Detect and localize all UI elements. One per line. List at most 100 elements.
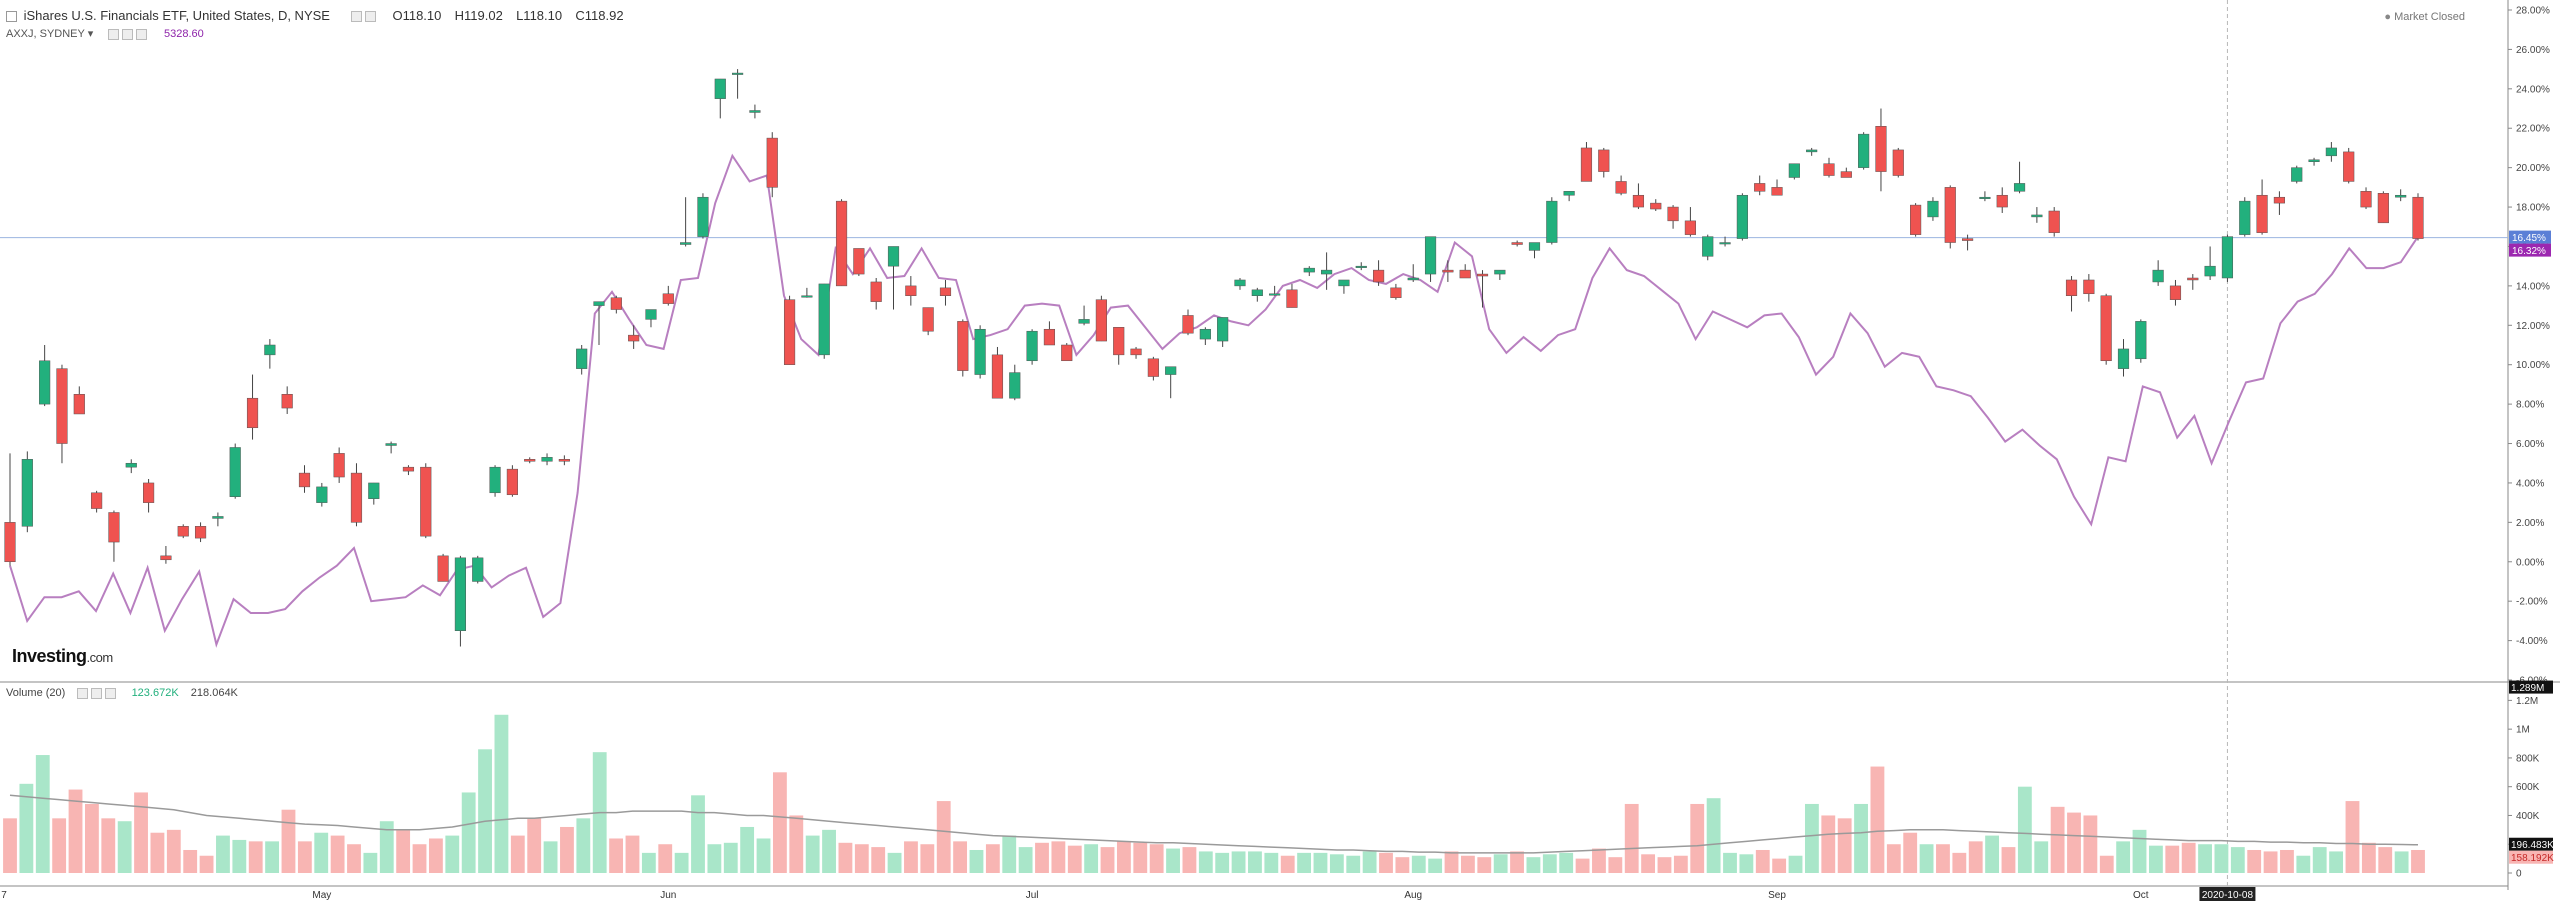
x-crosshair-label-box	[2199, 887, 2256, 901]
candle-body	[2065, 279, 2078, 296]
compare-settings-icon[interactable]	[121, 28, 133, 40]
candle-body	[2343, 151, 2355, 182]
volume-bar	[1755, 849, 1770, 873]
volume-bar	[2132, 829, 2147, 873]
volume-bar	[101, 818, 116, 873]
volume-bar	[1460, 855, 1475, 873]
volume-bar	[756, 838, 771, 873]
candle-body	[21, 459, 33, 527]
volume-bar	[1231, 851, 1246, 873]
candle-body	[1303, 267, 1315, 273]
candle-body	[2117, 348, 2130, 369]
candle-body	[2083, 279, 2095, 295]
volume-bar	[510, 835, 525, 873]
volume-hide-icon[interactable]	[77, 687, 89, 699]
volume-bar	[1215, 852, 1230, 873]
candle-body	[39, 360, 51, 405]
candle-body	[1182, 315, 1194, 334]
candle-body	[91, 492, 103, 509]
volume-settings-icon[interactable]	[91, 687, 103, 699]
y-tick-label: -2.00%	[2516, 597, 2548, 608]
volume-bar	[527, 818, 542, 873]
logo-suffix: .com	[86, 650, 114, 665]
volume-bar	[1772, 858, 1787, 873]
volume-bar	[494, 714, 509, 873]
volume-bar	[1804, 803, 1819, 873]
volume-bar	[2116, 841, 2131, 873]
y-tick-label: 28.00%	[2516, 6, 2550, 17]
vol-tick-label: 1.2M	[2516, 696, 2538, 707]
settings-icon[interactable]	[365, 11, 377, 23]
volume-bar	[35, 755, 50, 873]
compare-remove-icon[interactable]	[135, 28, 147, 40]
volume-bar	[1051, 841, 1066, 873]
candle-body	[4, 522, 16, 563]
candle-body	[368, 482, 380, 499]
volume-bar	[1542, 854, 1557, 873]
volume-bar	[347, 844, 361, 873]
candle-body	[73, 394, 85, 415]
compare-last-label: 16.32%	[2509, 243, 2551, 257]
investing-logo: Investing.com	[12, 646, 113, 667]
volume-bar	[1428, 858, 1443, 873]
volume-bar	[2312, 847, 2327, 873]
volume-bar	[2083, 815, 2098, 873]
volume-bar	[216, 835, 230, 873]
candle-body	[645, 309, 657, 320]
volume-bar	[412, 844, 427, 873]
candle-body	[1754, 183, 1766, 192]
candle-body	[1165, 366, 1177, 375]
candle-body	[835, 200, 848, 287]
volume-bar	[428, 838, 443, 873]
candle-body	[1719, 242, 1731, 245]
candle-body	[680, 242, 692, 245]
volume-bar	[560, 826, 574, 873]
volume-bar	[1903, 832, 1918, 873]
high-value: H119.02	[454, 8, 503, 23]
compare-hide-icon[interactable]	[107, 28, 119, 40]
chart-header: iShares U.S. Financials ETF, United Stat…	[6, 8, 624, 23]
candle-body	[177, 526, 189, 537]
collapse-icon[interactable]	[6, 11, 17, 23]
volume-bar	[723, 842, 738, 873]
candle-body	[420, 466, 432, 537]
volume-bar	[576, 818, 591, 873]
candle-body	[2187, 277, 2199, 281]
candle-body	[2325, 147, 2337, 157]
candle-body	[246, 397, 259, 429]
candle-body	[818, 283, 830, 356]
volume-bar	[1788, 855, 1803, 873]
volume-bar	[1018, 847, 1033, 873]
candle-body	[1199, 328, 1211, 340]
candle-body	[2256, 194, 2268, 233]
x-tick-label: Sep	[1768, 890, 1786, 901]
candle-body	[1702, 236, 1714, 257]
x-crosshair-label-text: 2020-10-08	[2202, 890, 2254, 901]
candle-body	[1771, 187, 1783, 196]
candle-body	[350, 472, 363, 523]
volume-bar	[1002, 835, 1017, 873]
candle-body	[1061, 344, 1073, 362]
hide-icon[interactable]	[351, 11, 363, 23]
volume-bar	[1592, 848, 1606, 873]
volume-bar	[1739, 854, 1754, 873]
candle-body	[298, 472, 311, 488]
chart-title: iShares U.S. Financials ETF, United Stat…	[23, 8, 330, 23]
volume-bar	[1624, 803, 1639, 873]
volume-remove-icon[interactable]	[105, 687, 117, 699]
volume-bar	[379, 821, 394, 873]
candle-body	[108, 512, 120, 543]
volume-bar	[674, 852, 689, 873]
volume-bar	[2001, 847, 2016, 873]
candle-body	[1476, 273, 1489, 277]
candle-body	[1858, 133, 1870, 168]
volume-bar	[904, 841, 918, 873]
volume-bar	[166, 829, 181, 873]
candle-body	[1840, 171, 1852, 178]
volume-bar	[445, 835, 460, 873]
candle-body	[1996, 194, 2008, 208]
volume-bar	[1444, 851, 1459, 873]
candle-body	[1338, 279, 1350, 287]
candle-body	[1979, 196, 1991, 199]
